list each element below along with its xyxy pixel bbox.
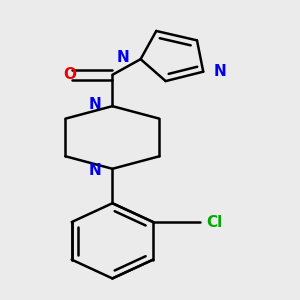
Text: N: N — [214, 64, 227, 79]
Text: N: N — [117, 50, 130, 65]
Text: O: O — [64, 67, 76, 82]
Text: N: N — [89, 97, 102, 112]
Text: N: N — [89, 163, 102, 178]
Text: Cl: Cl — [206, 214, 222, 230]
